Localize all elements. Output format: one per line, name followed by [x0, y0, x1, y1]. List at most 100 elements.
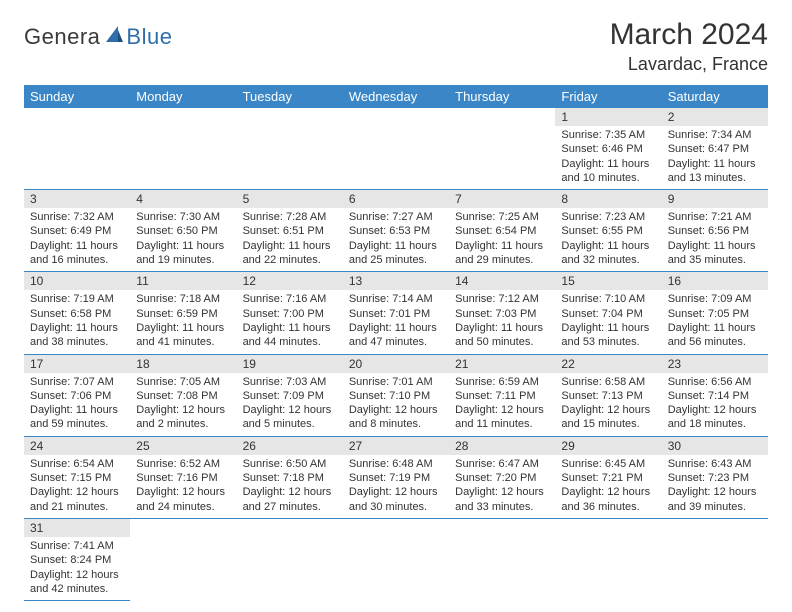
day-body: Sunrise: 7:19 AMSunset: 6:58 PMDaylight:… [24, 290, 130, 353]
day-line: Sunrise: 6:56 AM [668, 375, 762, 389]
day-line: Sunset: 7:16 PM [136, 471, 230, 485]
day-body: Sunrise: 7:09 AMSunset: 7:05 PMDaylight:… [662, 290, 768, 353]
day-line: and 22 minutes. [243, 253, 337, 267]
day-line: Daylight: 12 hours [668, 485, 762, 499]
day-body: Sunrise: 6:47 AMSunset: 7:20 PMDaylight:… [449, 455, 555, 518]
day-line: Daylight: 12 hours [455, 485, 549, 499]
day-line: Daylight: 12 hours [30, 568, 124, 582]
day-number: 27 [343, 437, 449, 455]
day-line: Sunset: 6:53 PM [349, 224, 443, 238]
day-line: Daylight: 12 hours [561, 485, 655, 499]
day-body: Sunrise: 7:07 AMSunset: 7:06 PMDaylight:… [24, 373, 130, 436]
day-line: Sunset: 7:18 PM [243, 471, 337, 485]
day-line: Sunset: 7:05 PM [668, 307, 762, 321]
calendar-cell: 12Sunrise: 7:16 AMSunset: 7:00 PMDayligh… [237, 272, 343, 354]
day-line: and 18 minutes. [668, 417, 762, 431]
day-line: Sunrise: 7:09 AM [668, 292, 762, 306]
day-line: and 47 minutes. [349, 335, 443, 349]
day-line: Sunset: 6:47 PM [668, 142, 762, 156]
calendar-cell [662, 518, 768, 600]
day-line: Sunset: 7:10 PM [349, 389, 443, 403]
day-body: Sunrise: 7:21 AMSunset: 6:56 PMDaylight:… [662, 208, 768, 271]
calendar-cell: 18Sunrise: 7:05 AMSunset: 7:08 PMDayligh… [130, 354, 236, 436]
day-line: Daylight: 11 hours [136, 239, 230, 253]
day-number: 24 [24, 437, 130, 455]
day-line: Daylight: 12 hours [349, 403, 443, 417]
day-number: 22 [555, 355, 661, 373]
day-line: Daylight: 12 hours [136, 485, 230, 499]
day-line: Daylight: 11 hours [455, 321, 549, 335]
day-line: Sunrise: 7:27 AM [349, 210, 443, 224]
day-body: Sunrise: 7:30 AMSunset: 6:50 PMDaylight:… [130, 208, 236, 271]
day-line: Daylight: 11 hours [455, 239, 549, 253]
day-number: 28 [449, 437, 555, 455]
day-line: and 44 minutes. [243, 335, 337, 349]
day-number: 9 [662, 190, 768, 208]
day-line: and 10 minutes. [561, 171, 655, 185]
day-number: 10 [24, 272, 130, 290]
day-line: and 2 minutes. [136, 417, 230, 431]
day-line: and 8 minutes. [349, 417, 443, 431]
calendar-cell: 4Sunrise: 7:30 AMSunset: 6:50 PMDaylight… [130, 190, 236, 272]
day-body: Sunrise: 6:52 AMSunset: 7:16 PMDaylight:… [130, 455, 236, 518]
day-line: and 42 minutes. [30, 582, 124, 596]
day-body: Sunrise: 7:35 AMSunset: 6:46 PMDaylight:… [555, 126, 661, 189]
calendar-cell: 19Sunrise: 7:03 AMSunset: 7:09 PMDayligh… [237, 354, 343, 436]
day-number: 21 [449, 355, 555, 373]
day-number: 17 [24, 355, 130, 373]
calendar-cell: 28Sunrise: 6:47 AMSunset: 7:20 PMDayligh… [449, 436, 555, 518]
day-line: Sunset: 7:11 PM [455, 389, 549, 403]
calendar-cell: 26Sunrise: 6:50 AMSunset: 7:18 PMDayligh… [237, 436, 343, 518]
dayname-header: Tuesday [237, 85, 343, 108]
day-body: Sunrise: 7:01 AMSunset: 7:10 PMDaylight:… [343, 373, 449, 436]
day-line: Sunset: 7:15 PM [30, 471, 124, 485]
day-line: and 11 minutes. [455, 417, 549, 431]
calendar-cell: 1Sunrise: 7:35 AMSunset: 6:46 PMDaylight… [555, 108, 661, 190]
calendar-cell [555, 518, 661, 600]
day-line: and 33 minutes. [455, 500, 549, 514]
day-line: Daylight: 11 hours [243, 239, 337, 253]
day-line: Sunrise: 6:45 AM [561, 457, 655, 471]
day-line: Daylight: 12 hours [561, 403, 655, 417]
day-line: Sunset: 6:50 PM [136, 224, 230, 238]
day-line: Sunrise: 7:05 AM [136, 375, 230, 389]
day-line: Daylight: 12 hours [349, 485, 443, 499]
calendar-cell [130, 518, 236, 600]
calendar-cell: 25Sunrise: 6:52 AMSunset: 7:16 PMDayligh… [130, 436, 236, 518]
day-line: Daylight: 11 hours [561, 321, 655, 335]
day-line: Sunset: 7:03 PM [455, 307, 549, 321]
calendar-cell: 15Sunrise: 7:10 AMSunset: 7:04 PMDayligh… [555, 272, 661, 354]
day-line: Daylight: 11 hours [561, 157, 655, 171]
day-line: and 19 minutes. [136, 253, 230, 267]
calendar-cell [237, 108, 343, 190]
day-body: Sunrise: 6:43 AMSunset: 7:23 PMDaylight:… [662, 455, 768, 518]
day-line: Daylight: 11 hours [561, 239, 655, 253]
day-line: Daylight: 11 hours [136, 321, 230, 335]
day-body: Sunrise: 6:45 AMSunset: 7:21 PMDaylight:… [555, 455, 661, 518]
day-line: Daylight: 11 hours [668, 321, 762, 335]
day-number: 16 [662, 272, 768, 290]
day-line: and 41 minutes. [136, 335, 230, 349]
day-line: Sunrise: 7:32 AM [30, 210, 124, 224]
calendar-cell [130, 108, 236, 190]
calendar-cell: 13Sunrise: 7:14 AMSunset: 7:01 PMDayligh… [343, 272, 449, 354]
day-line: and 50 minutes. [455, 335, 549, 349]
day-line: Sunrise: 6:59 AM [455, 375, 549, 389]
day-line: Sunrise: 7:34 AM [668, 128, 762, 142]
day-body: Sunrise: 7:10 AMSunset: 7:04 PMDaylight:… [555, 290, 661, 353]
day-line: Sunrise: 6:52 AM [136, 457, 230, 471]
day-line: and 53 minutes. [561, 335, 655, 349]
day-line: and 38 minutes. [30, 335, 124, 349]
day-line: Daylight: 12 hours [136, 403, 230, 417]
day-line: Sunset: 7:08 PM [136, 389, 230, 403]
day-line: Sunset: 6:58 PM [30, 307, 124, 321]
day-line: Sunset: 7:23 PM [668, 471, 762, 485]
day-line: and 15 minutes. [561, 417, 655, 431]
calendar-cell: 5Sunrise: 7:28 AMSunset: 6:51 PMDaylight… [237, 190, 343, 272]
day-line: Sunrise: 7:41 AM [30, 539, 124, 553]
day-body: Sunrise: 7:05 AMSunset: 7:08 PMDaylight:… [130, 373, 236, 436]
day-line: Sunset: 6:55 PM [561, 224, 655, 238]
day-line: and 5 minutes. [243, 417, 337, 431]
calendar-cell: 10Sunrise: 7:19 AMSunset: 6:58 PMDayligh… [24, 272, 130, 354]
day-body: Sunrise: 7:28 AMSunset: 6:51 PMDaylight:… [237, 208, 343, 271]
